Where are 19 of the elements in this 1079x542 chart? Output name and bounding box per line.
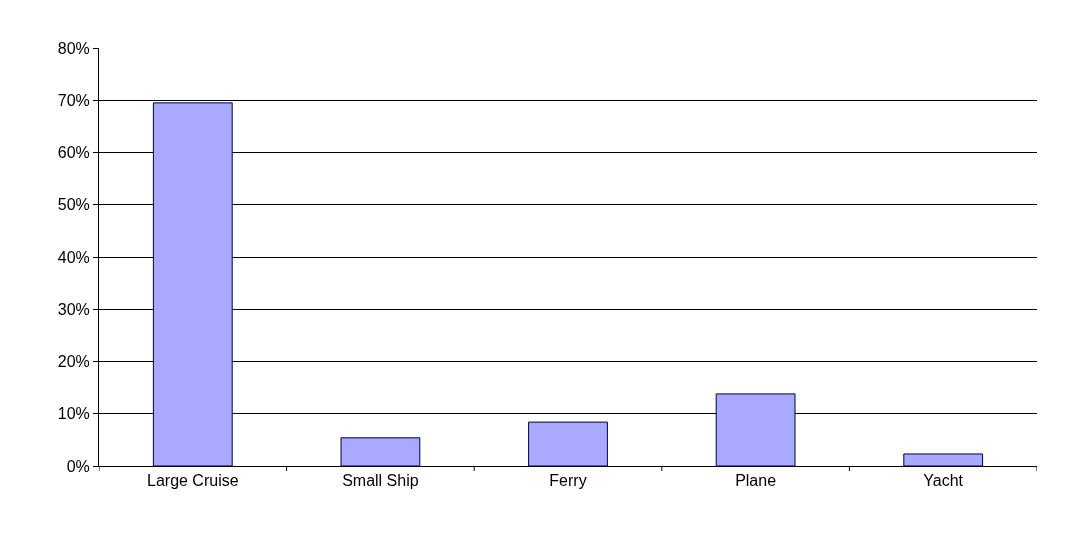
y-tick-label: 40% — [57, 248, 90, 266]
x-tick-label: Yacht — [923, 472, 964, 490]
x-tick-label: Large Cruise — [147, 472, 239, 490]
bar — [715, 393, 796, 466]
x-tick-label: Small Ship — [342, 472, 419, 490]
y-tick-label: 10% — [57, 405, 90, 423]
y-tick-label: 60% — [57, 144, 90, 162]
y-tick-label: 30% — [57, 300, 90, 318]
bar — [152, 102, 233, 466]
bar — [340, 437, 421, 466]
x-tick-label: Plane — [735, 472, 777, 490]
bar — [903, 453, 984, 466]
x-tick-label: Ferry — [549, 472, 587, 490]
y-tick-label: 0% — [66, 457, 90, 475]
y-tick-label: 20% — [57, 353, 90, 371]
y-tick-label: 80% — [57, 39, 90, 57]
y-tick-label: 70% — [57, 91, 90, 109]
bar — [528, 421, 608, 466]
y-tick-label: 50% — [57, 196, 90, 214]
